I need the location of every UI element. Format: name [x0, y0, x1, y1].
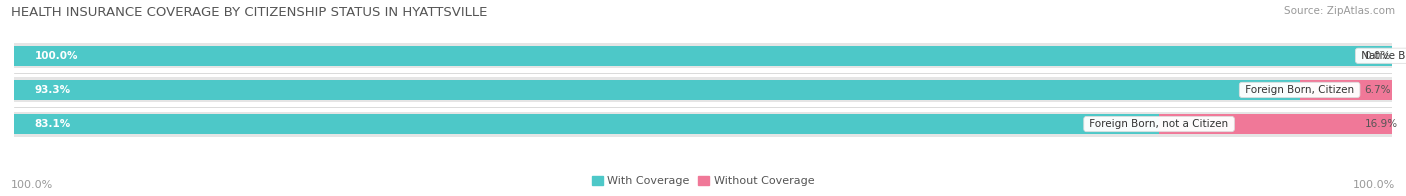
- Bar: [14, 114, 1159, 134]
- Text: 100.0%: 100.0%: [11, 180, 53, 190]
- Text: 100.0%: 100.0%: [1353, 180, 1395, 190]
- Text: 83.1%: 83.1%: [35, 119, 70, 129]
- Bar: [14, 77, 1392, 102]
- Text: 0.0%: 0.0%: [1364, 51, 1391, 61]
- Bar: [14, 112, 1392, 136]
- Text: HEALTH INSURANCE COVERAGE BY CITIZENSHIP STATUS IN HYATTSVILLE: HEALTH INSURANCE COVERAGE BY CITIZENSHIP…: [11, 6, 488, 19]
- Text: 16.9%: 16.9%: [1364, 119, 1398, 129]
- Text: 6.7%: 6.7%: [1364, 85, 1391, 95]
- Bar: [14, 46, 1392, 66]
- Bar: [14, 43, 1392, 68]
- Text: Foreign Born, Citizen: Foreign Born, Citizen: [1241, 85, 1357, 95]
- Text: 100.0%: 100.0%: [35, 51, 79, 61]
- Legend: With Coverage, Without Coverage: With Coverage, Without Coverage: [588, 172, 818, 191]
- Bar: [14, 80, 1299, 100]
- Text: Native Born: Native Born: [1358, 51, 1406, 61]
- Text: Source: ZipAtlas.com: Source: ZipAtlas.com: [1284, 6, 1395, 16]
- Bar: [1159, 114, 1392, 134]
- Text: 93.3%: 93.3%: [35, 85, 70, 95]
- Bar: [1299, 80, 1392, 100]
- Text: Foreign Born, not a Citizen: Foreign Born, not a Citizen: [1087, 119, 1232, 129]
